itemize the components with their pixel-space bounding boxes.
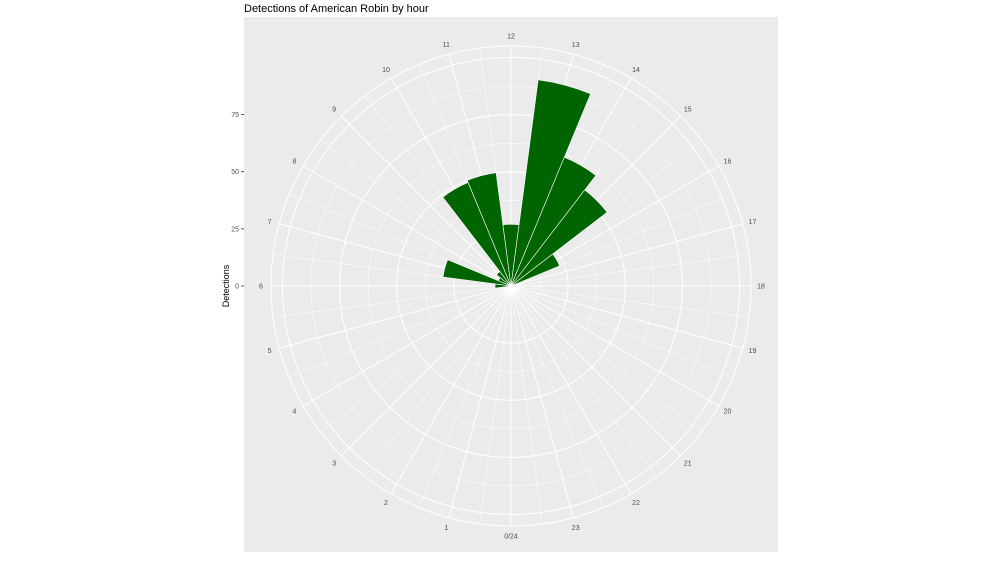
- bar-hour-16: [510, 253, 560, 287]
- bar-hour-7: [442, 259, 512, 287]
- grid: [270, 45, 752, 527]
- hour-label-5: 5: [268, 348, 272, 355]
- y-tick-label: 50: [231, 169, 239, 176]
- chart-title: Detections of American Robin by hour: [244, 3, 429, 15]
- bars: [442, 79, 608, 289]
- hour-label-9: 9: [332, 107, 336, 114]
- grid-spoke: [390, 285, 512, 495]
- hour-label-14: 14: [632, 67, 640, 74]
- hour-label-6: 6: [259, 284, 263, 291]
- y-tick-label: 0: [235, 284, 239, 291]
- hour-label-8: 8: [293, 159, 297, 166]
- y-axis: 0 25 50 75: [231, 112, 244, 291]
- grid-spoke: [510, 285, 682, 457]
- hour-label-19: 19: [749, 348, 757, 355]
- hour-label-13: 13: [572, 42, 580, 49]
- hour-label-7: 7: [268, 219, 272, 226]
- hour-label-21: 21: [684, 460, 692, 467]
- hour-labels: 0/24123456789101112131415161718192021222…: [259, 34, 765, 541]
- hour-label-3: 3: [332, 460, 336, 467]
- hour-label-2: 2: [384, 500, 388, 507]
- hour-label-1: 1: [444, 525, 448, 532]
- hour-label-16: 16: [724, 159, 732, 166]
- hour-label-11: 11: [443, 42, 450, 49]
- hour-label-23: 23: [572, 525, 580, 532]
- bar-hour-11: [466, 172, 512, 287]
- hour-label-17: 17: [749, 219, 757, 226]
- grid-spoke: [448, 285, 512, 518]
- grid-spoke: [340, 115, 512, 287]
- hour-label-10: 10: [382, 67, 390, 74]
- grid-spoke: [510, 285, 574, 518]
- hour-label-20: 20: [724, 409, 732, 416]
- grid-spoke: [510, 285, 720, 407]
- hour-label-12: 12: [507, 34, 515, 41]
- bar-hour-13: [510, 79, 591, 287]
- hour-label-18: 18: [757, 284, 765, 291]
- bar-hour-15: [510, 189, 608, 287]
- y-axis-label: Detections: [221, 264, 231, 307]
- grid-spoke: [279, 285, 512, 349]
- hour-label-22: 22: [632, 500, 640, 507]
- grid-spoke: [510, 285, 743, 349]
- grid-spoke: [340, 285, 512, 457]
- grid-spoke: [510, 223, 743, 287]
- grid-spoke: [302, 165, 512, 287]
- bar-hour-14: [510, 156, 597, 287]
- grid-spoke: [302, 285, 512, 407]
- y-tick-label: 25: [231, 226, 239, 233]
- hour-label-0-24: 0/24: [504, 534, 518, 541]
- grid-spoke: [510, 285, 632, 495]
- y-tick-label: 75: [231, 112, 239, 119]
- hour-label-4: 4: [293, 409, 297, 416]
- hour-label-15: 15: [684, 107, 692, 114]
